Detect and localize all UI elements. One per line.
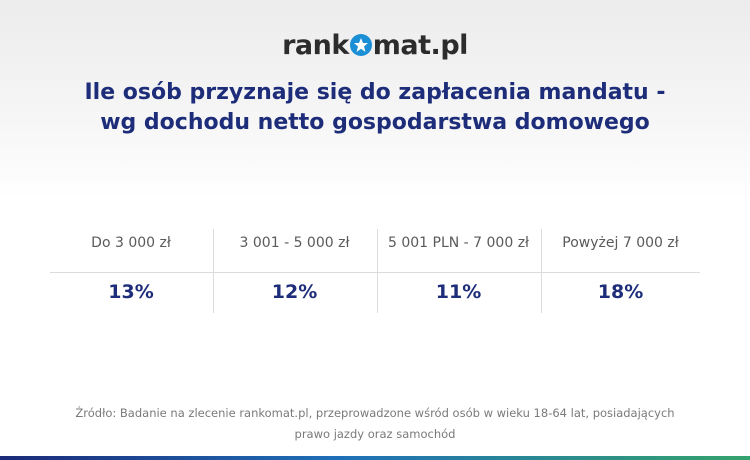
column-header: Powyżej 7 000 zł <box>562 235 679 251</box>
column-header: Do 3 000 zł <box>91 235 171 251</box>
column-divider <box>541 229 542 313</box>
chart-title-line: wg dochodu netto gospodarstwa domowego <box>100 110 650 135</box>
source-note: Źródło: Badanie na zlecenie rankomat.pl,… <box>60 403 690 445</box>
brand-logo: rank mat.pl <box>0 30 750 61</box>
column-divider <box>213 229 214 313</box>
chart-title: Ile osób przyznaje się do zapłacenia man… <box>30 78 720 138</box>
chart-title-line: Ile osób przyznaje się do zapłacenia man… <box>84 80 666 105</box>
bottom-gradient-bar <box>0 456 750 460</box>
value-label: 13% <box>108 281 154 303</box>
value-label: 12% <box>271 281 318 303</box>
table-column: 3 001 - 5 000 zł 12% <box>213 225 376 315</box>
table-column: Powyżej 7 000 zł 18% <box>541 225 700 315</box>
header-divider <box>50 272 700 273</box>
column-header: 5 001 PLN - 7 000 zł <box>387 235 530 251</box>
star-icon <box>349 34 372 56</box>
value-label: 11% <box>435 281 482 303</box>
source-line: Źródło: Badanie na zlecenie rankomat.pl,… <box>75 406 675 420</box>
table-column: Do 3 000 zł 13% <box>50 225 212 315</box>
source-line: prawo jazdy oraz samochód <box>294 427 456 441</box>
data-table: Do 3 000 zł 13% 3 001 - 5 000 zł 12% 5 0… <box>50 225 700 315</box>
value-label: 18% <box>597 281 644 303</box>
column-divider <box>377 229 378 313</box>
brand-logo-suffix: mat.pl <box>372 30 469 61</box>
table-column: 5 001 PLN - 7 000 zł 11% <box>377 225 540 315</box>
column-header: 3 001 - 5 000 zł <box>239 235 350 251</box>
brand-logo-prefix: rank <box>282 30 349 61</box>
